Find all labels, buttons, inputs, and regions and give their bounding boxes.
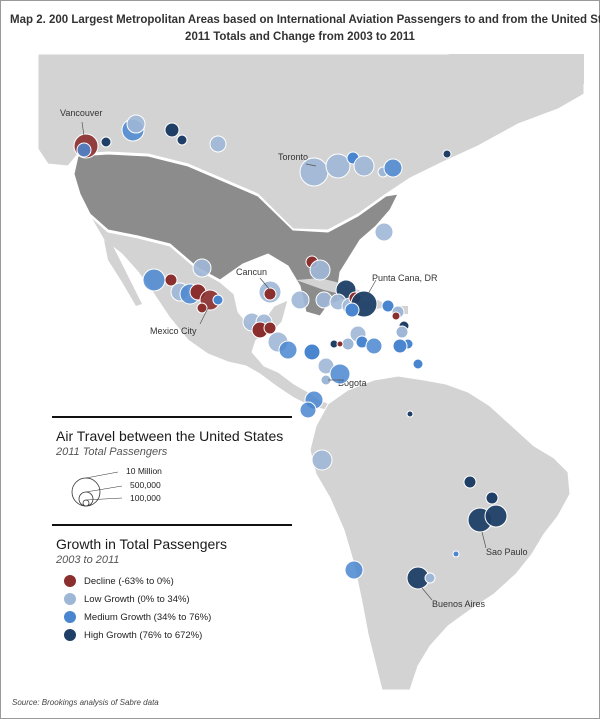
- growth-item-low: Low Growth (0% to 34%): [64, 590, 292, 608]
- marker-canada[interactable]: [209, 135, 227, 153]
- baja-peninsula: [104, 240, 142, 306]
- marker-montevideo[interactable]: [424, 572, 436, 584]
- marker-mexico[interactable]: [212, 294, 224, 306]
- marker-canada[interactable]: [164, 122, 180, 138]
- label-mexico-city: Mexico City: [150, 326, 197, 336]
- marker-venezuela[interactable]: [365, 337, 383, 355]
- low-growth-label: Low Growth (0% to 34%): [84, 593, 190, 605]
- size-key-leader: [85, 497, 123, 501]
- size-key: 10 Million 500,000 100,000: [52, 462, 292, 508]
- marker-mexico[interactable]: [192, 258, 212, 278]
- marker-venezuela[interactable]: [336, 340, 344, 348]
- leader-cancun: [259, 277, 271, 291]
- marker-caribbean[interactable]: [344, 302, 360, 318]
- label-vancouver: Vancouver: [60, 108, 103, 118]
- decline-label: Decline (-63% to 0%): [84, 575, 174, 587]
- marker-venezuela[interactable]: [341, 337, 355, 351]
- marker-canada[interactable]: [100, 136, 112, 148]
- marker-montreal[interactable]: [353, 155, 375, 177]
- leader-mexico-city: [199, 307, 209, 325]
- medium-growth-label: Medium Growth (34% to 76%): [84, 611, 212, 623]
- marker-central-america[interactable]: [278, 340, 298, 360]
- leader-toronto: [305, 163, 317, 167]
- label-toronto: Toronto: [278, 152, 309, 162]
- marker-colombia[interactable]: [329, 363, 351, 385]
- south-america: [309, 375, 571, 690]
- growth-item-medium: Medium Growth (34% to 76%): [64, 608, 292, 626]
- marker-bermuda[interactable]: [374, 222, 394, 242]
- marker-canada[interactable]: [176, 134, 188, 146]
- marker-caribbean[interactable]: [381, 299, 395, 313]
- legend-subtitle: 2011 Total Passengers: [56, 446, 168, 458]
- label-bogota: Bogota: [338, 378, 367, 388]
- marker-manaus[interactable]: [406, 410, 414, 418]
- marker-st-johns[interactable]: [442, 149, 452, 159]
- legend-title: Air Travel between the United States: [56, 428, 284, 444]
- marker-central-america[interactable]: [263, 321, 277, 335]
- marker-panama[interactable]: [303, 343, 321, 361]
- marker-caribbean[interactable]: [391, 311, 401, 321]
- marker-brazil[interactable]: [463, 475, 477, 489]
- marker-caribbean[interactable]: [290, 290, 310, 310]
- size-label-10m: 10 Million: [126, 466, 162, 476]
- size-key-leader: [85, 471, 119, 479]
- size-label-500k: 500,000: [130, 480, 161, 490]
- marker-brazil[interactable]: [452, 550, 460, 558]
- title-line-2: 2011 Totals and Change from 2003 to 2011: [185, 31, 415, 43]
- marker-santiago[interactable]: [344, 560, 364, 580]
- marker-canada[interactable]: [126, 114, 146, 134]
- marker-mexico[interactable]: [196, 302, 208, 314]
- low-growth-swatch: [64, 593, 76, 605]
- size-key-small: [82, 499, 90, 507]
- marker-caribbean[interactable]: [395, 325, 409, 339]
- marker-vancouver-2[interactable]: [76, 142, 92, 158]
- marker-brazil[interactable]: [485, 491, 499, 505]
- markers-svg: [73, 114, 508, 601]
- label-sao-paulo: Sao Paulo: [486, 547, 528, 557]
- growth-title: Growth in Total Passengers: [56, 536, 227, 552]
- source-note: Source: Brookings analysis of Sabre data: [12, 698, 159, 707]
- marker-peru[interactable]: [311, 449, 333, 471]
- leader-punta-cana: [367, 279, 377, 295]
- greenland-landmass: [448, 54, 584, 84]
- label-cancun: Cancun: [236, 267, 268, 277]
- label-punta-cana: Punta Cana, DR: [372, 273, 438, 283]
- size-label-100k: 100,000: [130, 493, 161, 503]
- high-growth-label: High Growth (76% to 672%): [84, 629, 203, 641]
- canada-landmass: [38, 54, 584, 231]
- marker-rio[interactable]: [484, 504, 508, 528]
- map-title: Map 2. 200 Largest Metropolitan Areas ba…: [10, 12, 600, 46]
- marker-trinidad[interactable]: [412, 358, 424, 370]
- legend-panel: Air Travel between the United States 201…: [52, 416, 292, 644]
- size-key-leader: [85, 485, 123, 493]
- decline-swatch: [64, 575, 76, 587]
- marker-ecuador[interactable]: [299, 401, 317, 419]
- medium-growth-swatch: [64, 611, 76, 623]
- marker-toronto[interactable]: [325, 153, 351, 179]
- marker-mexico[interactable]: [164, 273, 178, 287]
- marker-mexico[interactable]: [142, 268, 166, 292]
- mexico-central-america: [89, 215, 331, 411]
- marker-toronto[interactable]: [299, 157, 329, 187]
- leader-sao-paulo: [481, 531, 487, 549]
- marker-caribbean[interactable]: [315, 291, 333, 309]
- label-buenos-aires: Buenos Aires: [432, 599, 486, 609]
- high-growth-swatch: [64, 629, 76, 641]
- size-key-medium: [78, 491, 94, 507]
- leader-buenos-aires: [421, 587, 433, 601]
- title-line-1: Map 2. 200 Largest Metropolitan Areas ba…: [10, 14, 600, 26]
- growth-item-decline: Decline (-63% to 0%): [64, 572, 292, 590]
- marker-cancun-2[interactable]: [263, 287, 277, 301]
- legend-rule-middle: [52, 524, 292, 526]
- growth-subtitle: 2003 to 2011: [56, 554, 120, 566]
- marker-caribbean[interactable]: [309, 259, 331, 281]
- growth-item-high: High Growth (76% to 672%): [64, 626, 292, 644]
- marker-halifax[interactable]: [383, 158, 403, 178]
- marker-caribbean[interactable]: [392, 338, 408, 354]
- legend-rule-top: [52, 416, 292, 418]
- size-key-svg: [71, 471, 123, 507]
- leader-vancouver: [81, 121, 85, 137]
